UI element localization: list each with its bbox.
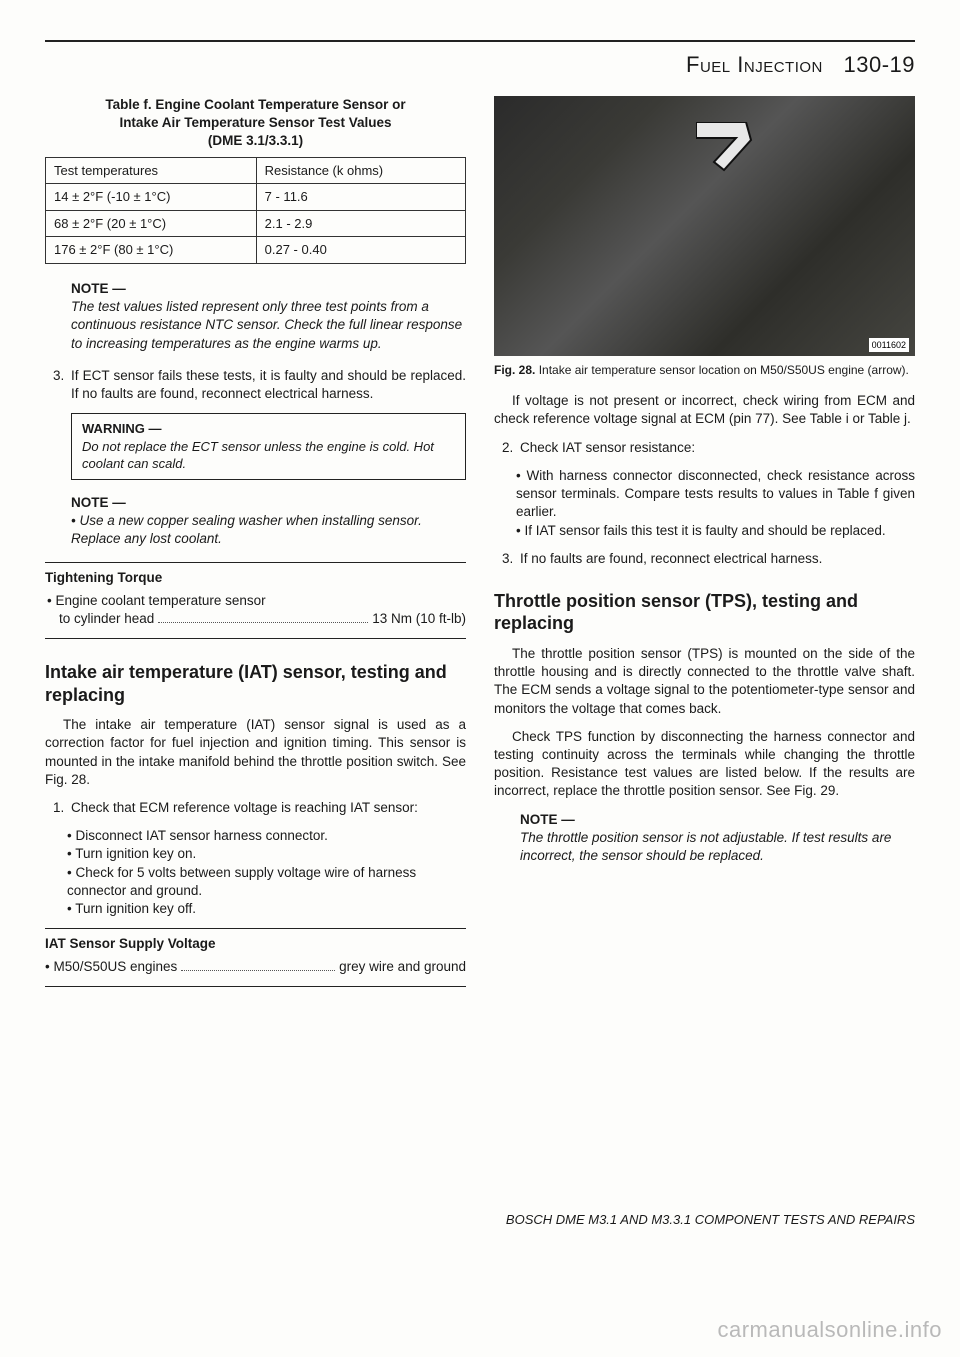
table-cell: 68 ± 2°F (20 ± 1°C) [46, 210, 257, 237]
table-cell: 2.1 - 2.9 [256, 210, 465, 237]
torque-item: Engine coolant temperature sensor to cyl… [45, 592, 466, 628]
rule [45, 638, 466, 639]
manual-page: Fuel Injection 130-19 Table f. Engine Co… [0, 0, 960, 1357]
rule [45, 562, 466, 563]
supply-voltage-line: M50/S50US engines grey wire and ground [45, 958, 466, 976]
left-column: Table f. Engine Coolant Temperature Sens… [45, 96, 466, 993]
table-caption: Table f. Engine Coolant Temperature Sens… [45, 96, 466, 151]
step-text: Check IAT sensor resistance: [520, 439, 695, 457]
figure-caption-text: Intake air temperature sensor location o… [539, 363, 909, 377]
bullet-item: Turn ignition key off. [67, 900, 466, 918]
note-label: NOTE — [520, 811, 915, 829]
note-label: NOTE — [71, 494, 466, 512]
note-body: • Use a new copper sealing washer when i… [71, 512, 466, 548]
right-column: 0011602 Fig. 28. Intake air temperature … [494, 96, 915, 993]
supply-voltage-head: IAT Sensor Supply Voltage [45, 935, 466, 953]
table-f: Test temperatures Resistance (k ohms) 14… [45, 157, 466, 264]
note-body: The throttle position sensor is not adju… [520, 829, 915, 865]
step-number: 3. [53, 367, 71, 403]
bullet-item: With harness connector disconnected, che… [516, 467, 915, 522]
note-label: NOTE — [71, 280, 466, 298]
bullet-item: If IAT sensor fails this test it is faul… [516, 522, 915, 540]
numbered-step: 2. Check IAT sensor resistance: [502, 439, 915, 457]
step-number: 3. [502, 550, 520, 568]
table-row: 176 ± 2°F (80 ± 1°C) 0.27 - 0.40 [46, 237, 466, 264]
warning-box: WARNING — Do not replace the ECT sensor … [71, 413, 466, 480]
section-heading: Intake air temperature (IAT) sensor, tes… [45, 661, 466, 706]
torque-left: to cylinder head [59, 610, 154, 628]
sv-right: grey wire and ground [339, 958, 466, 976]
warning-label: WARNING — [82, 420, 455, 438]
bullet-item: Check for 5 volts between supply voltage… [67, 864, 466, 900]
rule [45, 928, 466, 929]
numbered-step: 3. If ECT sensor fails these tests, it i… [53, 367, 466, 403]
bullet-list: Disconnect IAT sensor harness connector.… [67, 827, 466, 918]
paragraph: The throttle position sensor (TPS) is mo… [494, 645, 915, 718]
table-cell: 176 ± 2°F (80 ± 1°C) [46, 237, 257, 264]
leader-dots [181, 958, 335, 972]
paragraph: If voltage is not present or incorrect, … [494, 392, 915, 428]
paragraph: Check TPS function by disconnecting the … [494, 728, 915, 801]
top-rule [45, 40, 915, 42]
page-footer: BOSCH DME M3.1 AND M3.3.1 COMPONENT TEST… [506, 1212, 915, 1227]
running-head-page: 130-19 [843, 52, 915, 77]
table-header: Resistance (k ohms) [256, 157, 465, 184]
bullet-list: With harness connector disconnected, che… [516, 467, 915, 540]
paragraph: The intake air temperature (IAT) sensor … [45, 716, 466, 789]
section-heading: Throttle position sensor (TPS), testing … [494, 590, 915, 635]
bullet-item: Disconnect IAT sensor harness connector. [67, 827, 466, 845]
table-caption-line: (DME 3.1/3.3.1) [45, 132, 466, 150]
torque-item-line1: Engine coolant temperature sensor [47, 592, 466, 610]
two-column-layout: Table f. Engine Coolant Temperature Sens… [45, 96, 915, 993]
running-head: Fuel Injection 130-19 [45, 52, 915, 78]
bullet-item: Turn ignition key on. [67, 845, 466, 863]
rule [45, 986, 466, 987]
note-block: NOTE — The throttle position sensor is n… [520, 811, 915, 866]
running-head-title: Fuel Injection [686, 52, 823, 77]
table-caption-line: Table f. Engine Coolant Temperature Sens… [45, 96, 466, 114]
table-row: 68 ± 2°F (20 ± 1°C) 2.1 - 2.9 [46, 210, 466, 237]
table-row: Test temperatures Resistance (k ohms) [46, 157, 466, 184]
step-number: 1. [53, 799, 71, 817]
watermark: carmanualsonline.info [717, 1317, 942, 1343]
table-cell: 14 ± 2°F (-10 ± 1°C) [46, 184, 257, 211]
figure-id: 0011602 [869, 338, 909, 352]
note-block: NOTE — • Use a new copper sealing washer… [71, 494, 466, 549]
sv-left: M50/S50US engines [45, 958, 177, 976]
torque-right: 13 Nm (10 ft-lb) [372, 610, 466, 628]
step-text: Check that ECM reference voltage is reac… [71, 799, 418, 817]
leader-dots [158, 610, 368, 624]
note-text: Use a new copper sealing washer when ins… [71, 513, 422, 546]
step-number: 2. [502, 439, 520, 457]
numbered-step: 1. Check that ECM reference voltage is r… [53, 799, 466, 817]
step-text: If ECT sensor fails these tests, it is f… [71, 367, 466, 403]
numbered-step: 3. If no faults are found, reconnect ele… [502, 550, 915, 568]
note-body: The test values listed represent only th… [71, 298, 466, 353]
torque-item-line2: to cylinder head 13 Nm (10 ft-lb) [59, 610, 466, 628]
note-block: NOTE — The test values listed represent … [71, 280, 466, 353]
table-caption-line: Intake Air Temperature Sensor Test Value… [45, 114, 466, 132]
step-text: If no faults are found, reconnect electr… [520, 550, 822, 568]
figure-number: Fig. 28. [494, 363, 535, 377]
figure-caption: Fig. 28. Intake air temperature sensor l… [494, 362, 915, 378]
table-cell: 0.27 - 0.40 [256, 237, 465, 264]
warning-body: Do not replace the ECT sensor unless the… [82, 438, 455, 473]
tightening-torque-head: Tightening Torque [45, 569, 466, 587]
figure-28: 0011602 [494, 96, 915, 356]
table-cell: 7 - 11.6 [256, 184, 465, 211]
table-header: Test temperatures [46, 157, 257, 184]
table-row: 14 ± 2°F (-10 ± 1°C) 7 - 11.6 [46, 184, 466, 211]
